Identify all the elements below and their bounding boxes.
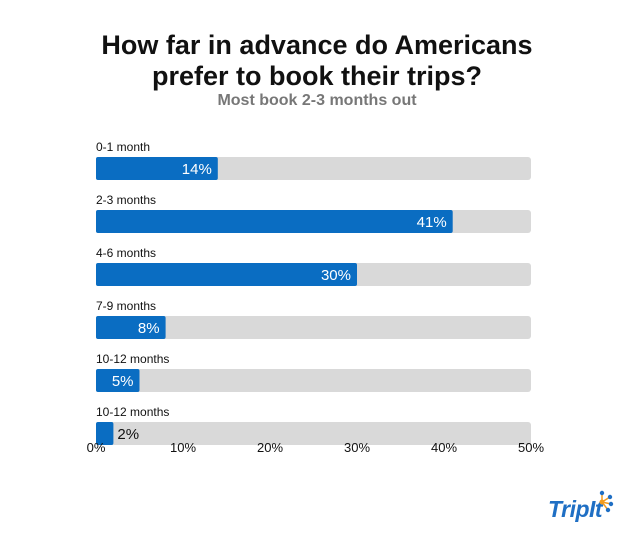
category-label: 10-12 months: [96, 405, 169, 419]
x-tick-label: 10%: [170, 440, 196, 455]
category-label: 4-6 months: [96, 246, 156, 260]
bar: [96, 157, 218, 180]
value-label: 14%: [182, 161, 212, 178]
value-label: 41%: [417, 214, 447, 231]
x-tick-label: 30%: [344, 440, 370, 455]
category-label: 0-1 month: [96, 140, 150, 154]
bar: [96, 210, 453, 233]
chart-title: How far in advance do Americans prefer t…: [0, 30, 634, 92]
tripit-logo-icon: [599, 490, 614, 513]
x-tick-label: 40%: [431, 440, 457, 455]
category-label: 10-12 months: [96, 352, 169, 366]
value-label: 2%: [117, 426, 139, 443]
category-label: 2-3 months: [96, 193, 156, 207]
value-label: 5%: [112, 373, 134, 390]
tripit-logo: TripIt: [548, 496, 603, 522]
bar: [96, 263, 357, 286]
category-label: 7-9 months: [96, 299, 156, 313]
chart-subtitle: Most book 2-3 months out: [217, 92, 417, 109]
x-tick-label: 50%: [518, 440, 544, 455]
x-tick-label: 0%: [87, 440, 106, 455]
bar: [96, 422, 114, 445]
bar: [96, 369, 140, 392]
bar-track: [96, 316, 531, 339]
value-label: 8%: [138, 320, 160, 337]
x-tick-label: 20%: [257, 440, 283, 455]
bar-track: [96, 422, 531, 445]
chart-title-line-1: How far in advance do Americans: [101, 30, 533, 60]
bar: [96, 316, 166, 339]
chart-title-line-2: prefer to book their trips?: [151, 61, 483, 91]
value-label: 30%: [321, 267, 351, 284]
bar-track: [96, 369, 531, 392]
